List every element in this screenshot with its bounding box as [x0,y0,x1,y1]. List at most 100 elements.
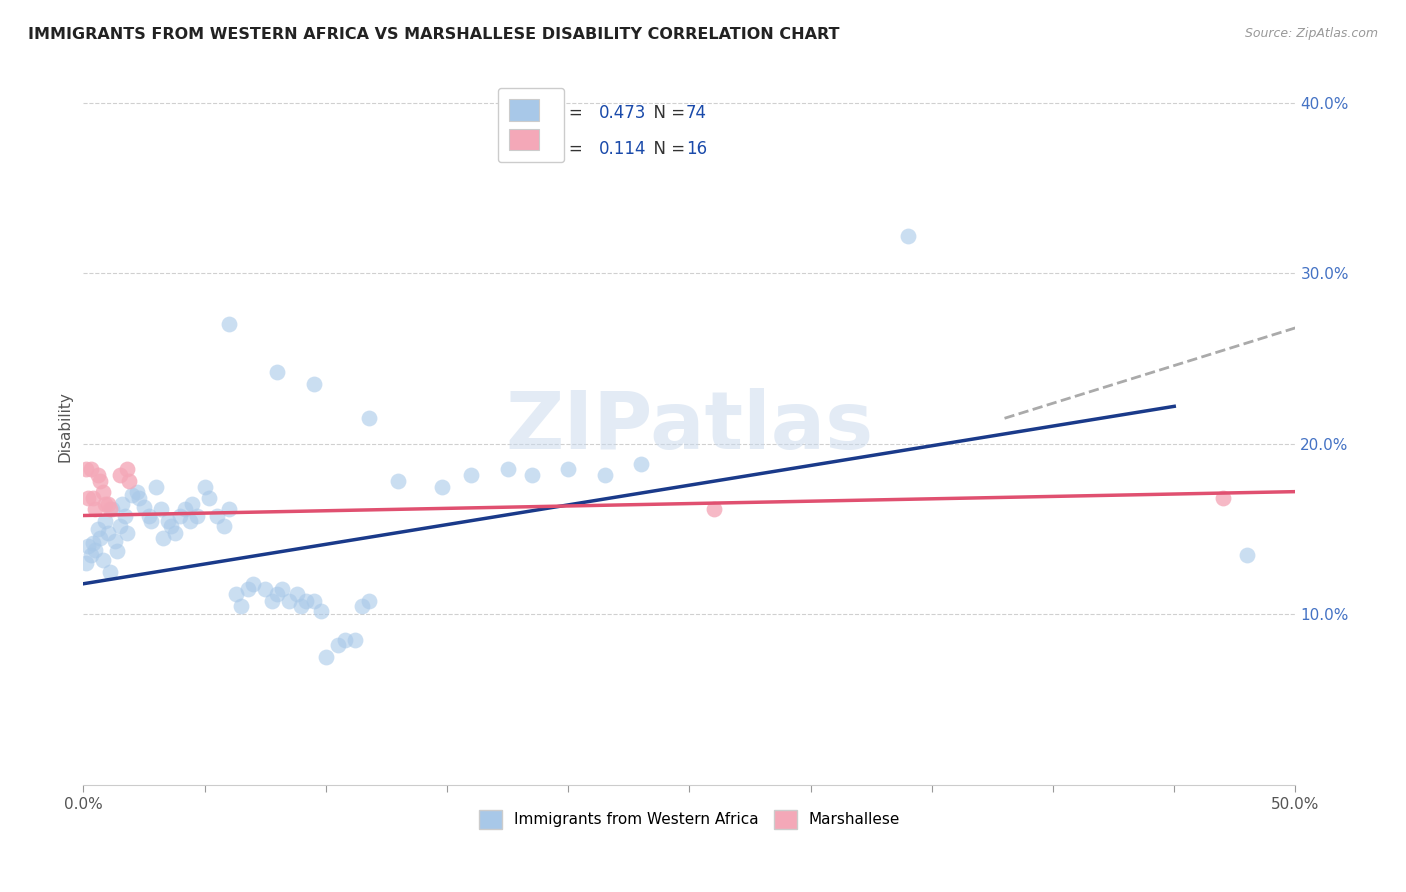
Point [82,536,104,550]
Point [157,514,180,528]
Point [89,475,111,489]
Point [285,587,308,601]
Point [352,599,374,613]
Text: 16: 16 [686,140,707,158]
Point [593,467,616,482]
Legend: Immigrants from Western Africa, Marshallese: Immigrants from Western Africa, Marshall… [472,804,907,835]
Point [496,462,519,476]
Point [132,500,155,514]
Point [1236,548,1258,562]
Point [96,525,118,540]
Point [111,497,134,511]
Point [630,458,652,472]
Point [302,594,325,608]
Point [75,556,97,570]
Point [236,582,259,596]
Point [218,501,240,516]
Point [105,544,128,558]
Point [179,514,201,528]
Point [460,467,482,482]
Point [302,377,325,392]
Point [108,518,131,533]
Point [145,479,167,493]
Point [1212,491,1234,506]
Text: R =: R = [553,104,588,122]
Point [359,411,381,425]
Point [128,491,150,506]
Text: Source: ZipAtlas.com: Source: ZipAtlas.com [1244,27,1378,40]
Point [79,548,101,562]
Point [309,604,332,618]
Point [87,467,110,482]
Point [359,594,381,608]
Point [141,514,163,528]
Point [118,475,141,489]
Point [77,539,100,553]
Point [115,525,138,540]
Point [114,508,136,523]
Point [98,565,121,579]
Point [149,501,172,516]
Point [186,508,208,523]
Point [266,587,288,601]
Point [77,491,100,506]
Point [430,479,453,493]
Point [94,514,117,528]
Point [84,542,107,557]
Point [271,582,294,596]
Point [169,508,191,523]
Text: R =: R = [553,140,593,158]
Point [115,462,138,476]
Point [295,594,318,608]
Point [94,497,117,511]
Point [193,479,215,493]
Point [212,518,235,533]
Point [262,594,284,608]
Point [91,553,114,567]
Text: 0.114: 0.114 [599,140,645,158]
Text: 0.473: 0.473 [599,104,645,122]
Point [198,491,221,506]
Text: ZIPatlas: ZIPatlas [505,388,873,466]
Point [205,508,228,523]
Point [104,534,127,549]
Point [165,525,187,540]
Text: 74: 74 [686,104,707,122]
Point [229,599,252,613]
Point [218,318,240,332]
Point [181,497,204,511]
Point [152,531,174,545]
Point [138,508,160,523]
Point [266,365,288,379]
Point [343,633,366,648]
Point [290,599,312,613]
Point [254,582,277,596]
Point [896,228,918,243]
Point [75,462,97,476]
Point [121,488,143,502]
Point [278,594,301,608]
Point [557,462,579,476]
Point [101,501,124,516]
Point [225,587,247,601]
Text: N =: N = [644,104,690,122]
Point [520,467,543,482]
Point [703,501,725,516]
Y-axis label: Disability: Disability [58,392,72,462]
Point [82,491,104,506]
Point [84,501,107,516]
Point [108,467,131,482]
Point [159,518,181,533]
Point [333,633,356,648]
Point [96,497,118,511]
Point [79,462,101,476]
Point [87,522,110,536]
Point [326,638,349,652]
Point [91,484,114,499]
Point [89,531,111,545]
Point [125,484,148,499]
Text: N =: N = [644,140,690,158]
Point [174,501,197,516]
Point [315,650,337,665]
Text: IMMIGRANTS FROM WESTERN AFRICA VS MARSHALLESE DISABILITY CORRELATION CHART: IMMIGRANTS FROM WESTERN AFRICA VS MARSHA… [28,27,839,42]
